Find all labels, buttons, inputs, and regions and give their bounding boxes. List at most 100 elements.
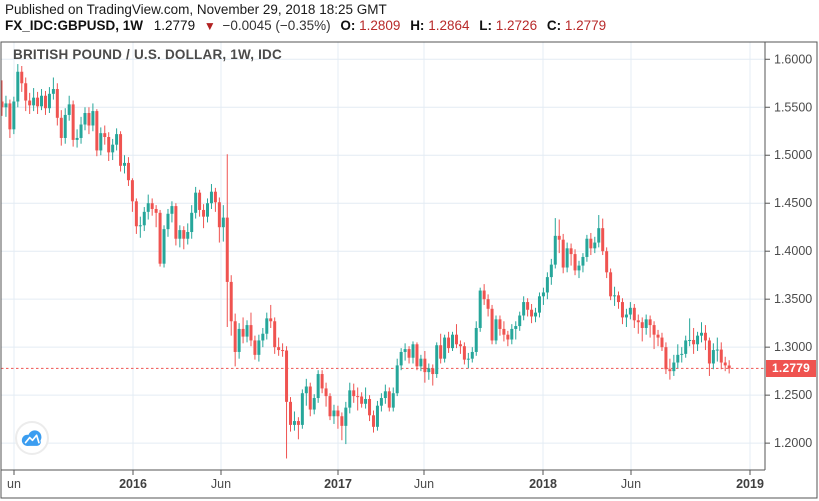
candle-body-down <box>569 248 573 255</box>
candle-body-up <box>451 334 455 349</box>
low-value: 1.2726 <box>495 18 538 33</box>
candle-body-down <box>336 410 340 417</box>
candle-body-down <box>352 390 356 397</box>
candle-body-up <box>111 144 115 153</box>
candle-body-down <box>154 208 158 213</box>
candle-body-down <box>589 238 593 249</box>
candle-body-up <box>494 319 498 341</box>
candle-body-down <box>632 307 636 321</box>
candle-body-up <box>292 421 296 425</box>
candle-body-down <box>660 337 664 348</box>
candle-body-down <box>664 347 668 370</box>
candle-body-up <box>12 101 16 130</box>
candle-body-down <box>126 162 130 181</box>
candle-body-up <box>178 230 182 239</box>
candle-body-up <box>67 104 71 115</box>
candle-body-down <box>249 325 253 341</box>
candle-body-up <box>411 344 415 358</box>
candle-body-up <box>206 203 210 217</box>
candle-body-down <box>320 374 324 389</box>
candle-body-up <box>75 137 79 140</box>
candle-body-up <box>510 328 514 340</box>
candle-body-down <box>656 334 660 338</box>
candle-body-up <box>123 162 127 166</box>
candle-body-down <box>55 89 59 118</box>
tradingview-logo[interactable] <box>15 421 49 455</box>
candle-body-up <box>146 203 150 212</box>
candle-body-up <box>549 264 553 278</box>
candle-body-up <box>379 398 383 406</box>
candle-body-down <box>692 339 696 345</box>
candle-body-up <box>585 238 589 257</box>
open-value: 1.2809 <box>359 18 401 33</box>
chart-outer-border <box>0 41 818 499</box>
candle-body-up <box>474 327 478 352</box>
candle-body-down <box>620 302 624 318</box>
candle-body-down <box>87 113 91 126</box>
candle-body-down <box>458 344 462 347</box>
close-value: 1.2779 <box>564 18 607 33</box>
candle-body-down <box>324 388 328 397</box>
candle-body-down <box>328 396 332 417</box>
high-value: 1.2864 <box>428 18 470 33</box>
candle-body-up <box>565 248 569 268</box>
candle-body-down <box>502 328 506 335</box>
candle-body-down <box>95 111 99 151</box>
candle-body-up <box>577 265 581 271</box>
candle-body-down <box>648 319 652 326</box>
candle-body-up <box>696 335 700 345</box>
y-tick-label: 1.4500 <box>774 196 812 210</box>
candle-body-down <box>636 320 640 323</box>
candle-body-up <box>40 95 44 107</box>
candle-body-down <box>640 322 644 328</box>
candle-body-down <box>36 97 40 107</box>
candle-body-up <box>522 302 526 316</box>
candle-body-down <box>652 325 656 335</box>
candle-body-down <box>707 340 711 364</box>
candle-body-down <box>439 345 443 359</box>
candle-body-up <box>63 114 67 138</box>
candle-body-up <box>344 407 348 426</box>
candle-body-up <box>700 332 704 336</box>
candle-body-up <box>715 349 719 351</box>
candle-body-up <box>644 319 648 328</box>
candle-body-up <box>597 228 601 243</box>
candle-body-up <box>245 325 249 337</box>
last-price-axis-label: 1.2779 <box>766 359 816 377</box>
change-value: −0.0045 (−0.35%) <box>222 18 331 33</box>
candle-body-down <box>719 349 723 363</box>
candle-body-up <box>391 393 395 408</box>
down-triangle-icon: ▼ <box>203 19 216 33</box>
candle-body-up <box>170 206 174 214</box>
candle-body-up <box>443 337 447 359</box>
candle-body-down <box>20 71 24 84</box>
candle-body-down <box>174 206 178 239</box>
candle-body-up <box>628 307 632 315</box>
candle-body-down <box>371 415 375 427</box>
close-label: C: <box>546 18 562 33</box>
candle-body-down <box>273 321 277 348</box>
candle-body-up <box>403 349 407 352</box>
candle-body-up <box>711 350 715 364</box>
y-tick-label: 1.3000 <box>774 340 812 354</box>
y-tick-label: 1.2500 <box>774 388 812 402</box>
x-tick-label: un <box>7 477 21 491</box>
candle-body-down <box>526 302 530 310</box>
high-label: H: <box>410 18 425 33</box>
candle-body-up <box>672 362 676 372</box>
symbol-ohlc-bar: FX_IDC:GBPUSD, 1W 1.2779 ▼ −0.0045 (−0.3… <box>5 18 606 33</box>
candle-body-up <box>261 333 265 341</box>
candle-body-down <box>723 362 727 366</box>
candle-body-up <box>138 225 142 227</box>
candle-body-down <box>71 104 75 140</box>
candle-body-down <box>356 396 360 398</box>
symbol-label: FX_IDC:GBPUSD, 1W <box>5 18 144 33</box>
candle-body-up <box>194 192 198 213</box>
candle-body-up <box>435 345 439 375</box>
candle-body-up <box>186 232 190 239</box>
candle-body-down <box>229 281 233 322</box>
candle-body-up <box>312 398 316 410</box>
candle-body-down <box>557 235 561 240</box>
tradingview-cloud-icon <box>21 430 42 446</box>
candle-body-up <box>316 374 320 399</box>
